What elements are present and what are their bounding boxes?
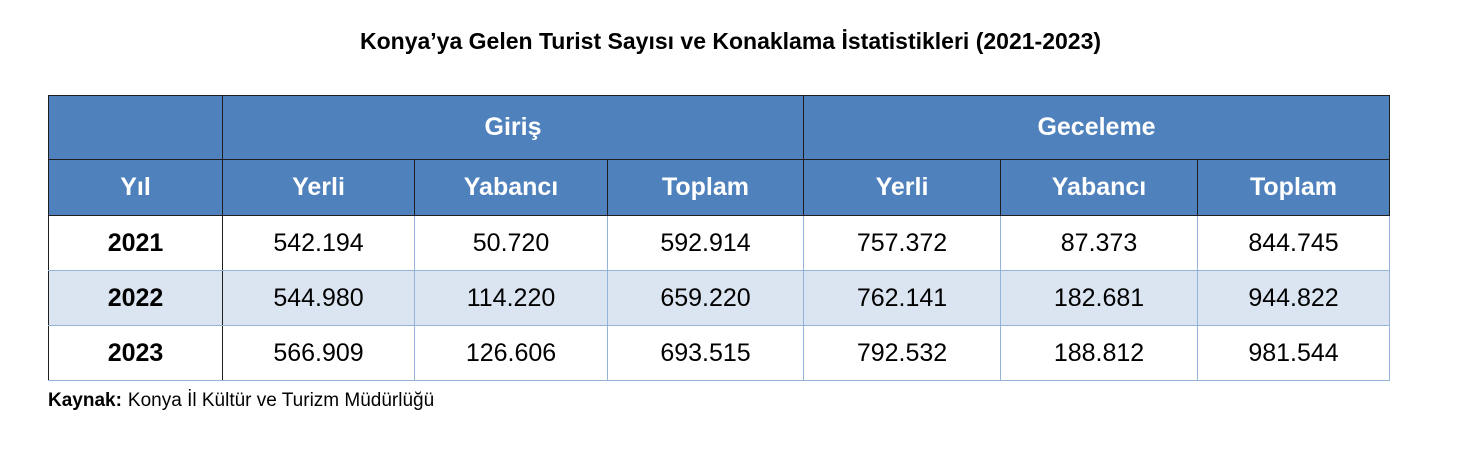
- corner-cell: [48, 95, 223, 160]
- year-cell: 2023: [48, 325, 223, 381]
- column-header: Yıl: [48, 159, 223, 216]
- data-row: 2022 544.980 114.220 659.220 762.141 182.681 9…: [48, 270, 1391, 326]
- column-header: Yabancı: [414, 159, 608, 216]
- year-cell: 2022: [48, 270, 223, 326]
- value-cell: 544.980: [222, 270, 415, 326]
- column-header: Toplam: [607, 159, 804, 216]
- value-cell: 844.745: [1196, 215, 1391, 271]
- data-row: 2021 542.194 50.720 592.914 757.372 87.373 844…: [48, 215, 1391, 271]
- group-header: Giriş: [222, 95, 804, 160]
- value-cell: 792.532: [803, 325, 1001, 381]
- value-cell: 757.372: [803, 215, 1001, 271]
- year-cell: 2021: [48, 215, 223, 271]
- column-header: Toplam: [1196, 159, 1391, 216]
- column-header: Yerli: [803, 159, 1001, 216]
- value-cell: 944.822: [1196, 270, 1391, 326]
- value-cell: 188.812: [1000, 325, 1198, 381]
- value-cell: 126.606: [414, 325, 608, 381]
- column-header: Yerli: [222, 159, 415, 216]
- value-cell: 566.909: [222, 325, 415, 381]
- value-cell: 114.220: [414, 270, 608, 326]
- value-cell: 542.194: [222, 215, 415, 271]
- column-header-row: Yıl Yerli Yabancı Toplam Yerli Yabancı Toplam: [48, 159, 1391, 216]
- group-header: Geceleme: [802, 95, 1391, 160]
- value-cell: 87.373: [1000, 215, 1198, 271]
- source-text: Konya İl Kültür ve Turizm Müdürlüğü: [127, 390, 435, 411]
- column-header: Yabancı: [1000, 159, 1198, 216]
- title: Konya’ya Gelen Turist Sayısı ve Konaklam…: [359, 28, 1102, 54]
- value-cell: 659.220: [607, 270, 804, 326]
- group-header-row: Giriş Geceleme: [48, 95, 1391, 160]
- value-cell: 693.515: [607, 325, 804, 381]
- value-cell: 762.141: [803, 270, 1001, 326]
- table: Giriş Geceleme Yıl Yerli Yabancı Toplam Yerli Y…: [48, 95, 1391, 381]
- value-cell: 50.720: [414, 215, 608, 271]
- value-cell: 182.681: [1000, 270, 1198, 326]
- source: Kaynak: Konya İl Kültür ve Turizm Müdürlü…: [48, 390, 434, 412]
- data-row: 2023 566.909 126.606 693.515 792.532 188.812 9…: [48, 325, 1391, 381]
- value-cell: 592.914: [607, 215, 804, 271]
- source-label: Kaynak:: [48, 390, 122, 411]
- table-body: Giriş Geceleme Yıl Yerli Yabancı Toplam Yerli Y…: [48, 95, 1391, 381]
- value-cell: 981.544: [1196, 325, 1391, 381]
